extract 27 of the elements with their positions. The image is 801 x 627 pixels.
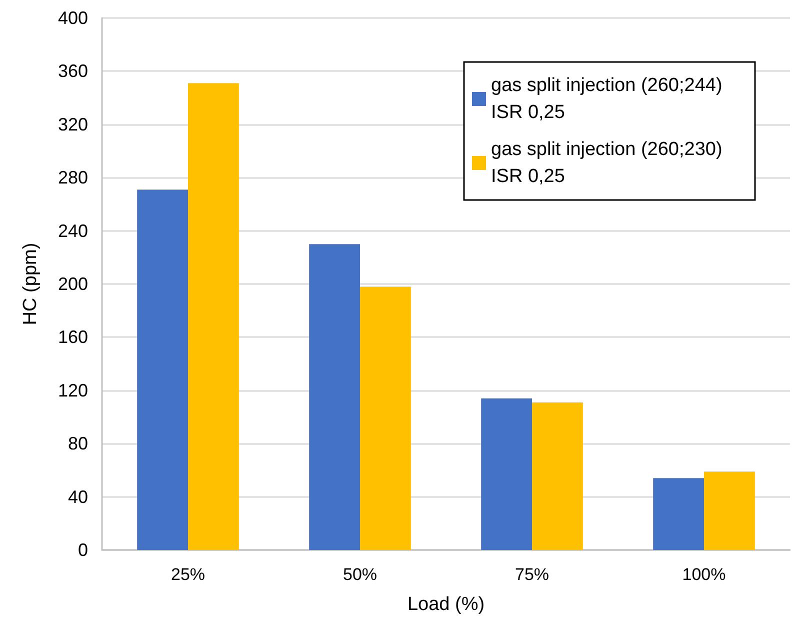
y-tick-label: 240: [58, 220, 88, 241]
y-tick-label: 320: [58, 114, 88, 134]
legend-label: gas split injection (260;244) ISR 0,25: [491, 75, 728, 123]
y-tick-label: 280: [58, 168, 88, 188]
bar: [137, 190, 188, 550]
bar: [704, 472, 755, 550]
y-axis-title: HC (ppm): [20, 242, 41, 326]
y-tick-label: 40: [68, 486, 88, 507]
bar: [532, 402, 583, 550]
bar: [481, 398, 532, 550]
x-tick-label: 25%: [170, 565, 206, 584]
x-tick-label: 100%: [682, 565, 726, 584]
y-tick-label: 80: [68, 434, 88, 454]
bar: [653, 478, 704, 550]
x-tick-label: 50%: [342, 565, 378, 584]
bar: [188, 83, 239, 550]
x-tick-label: 75%: [514, 565, 550, 584]
y-tick-label: 120: [58, 380, 88, 400]
bar: [309, 244, 360, 550]
legend-label: gas split injection (260;230) ISR 0,25: [491, 139, 728, 187]
y-tick-label: 400: [58, 8, 88, 28]
y-tick-label: 0: [78, 540, 88, 560]
y-tick-label: 360: [58, 61, 88, 82]
bar: [360, 286, 411, 550]
y-tick-label: 160: [58, 327, 88, 348]
y-tick-label: 200: [58, 274, 88, 294]
x-axis-title: Load (%): [407, 594, 485, 615]
